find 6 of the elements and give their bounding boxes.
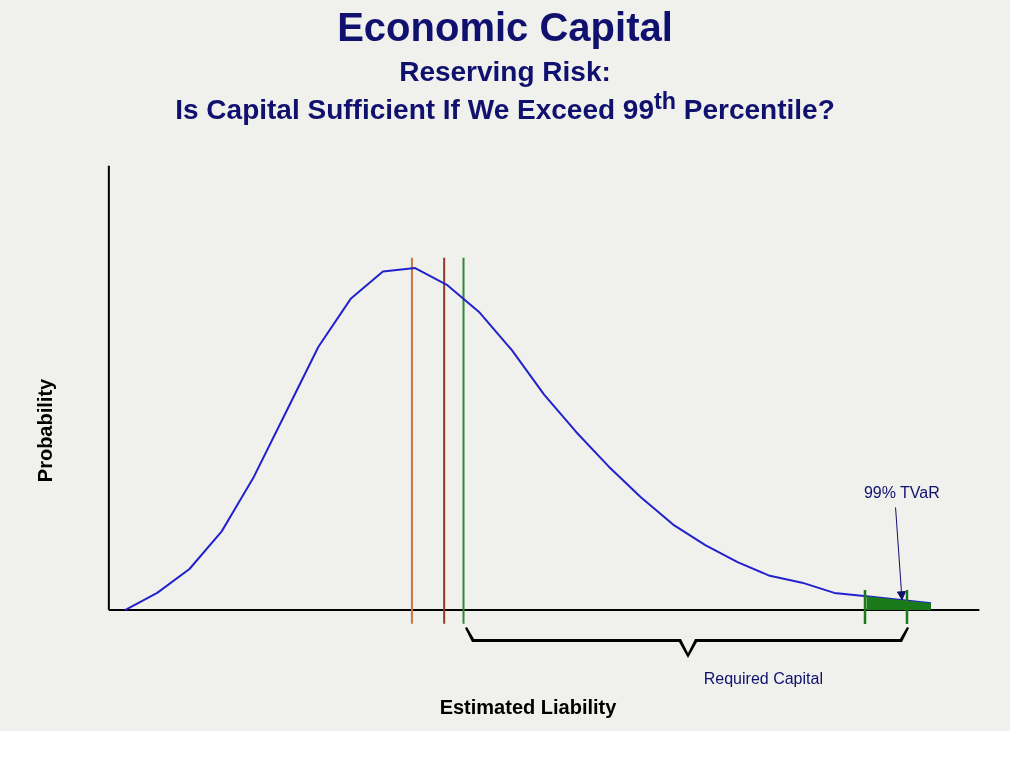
chart-title: Economic Capital	[336, 5, 674, 50]
x-axis-title: Estimated Liability	[439, 695, 618, 718]
annotation: 99% TVaR	[863, 483, 940, 501]
chart-subtitle: Reserving Risk: Is Capital Sufficient If We Exceed 99$^{th}$ Percentile?	[174, 56, 836, 127]
text: Required Capital	[703, 669, 823, 687]
y-axis-title: Probability	[33, 377, 56, 483]
